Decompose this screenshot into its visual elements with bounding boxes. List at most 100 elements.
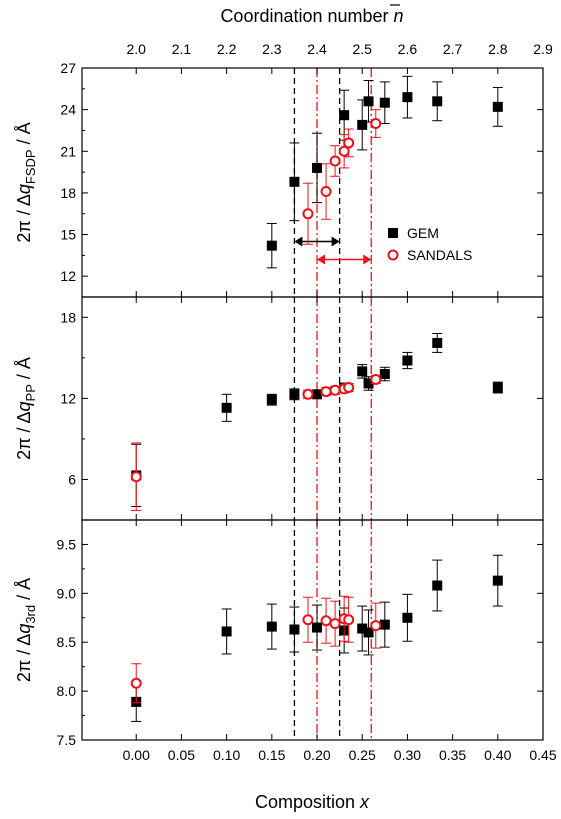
point-fsdp-sandals-0: [302, 208, 314, 220]
top-tick-label-5: 2.5: [352, 41, 372, 57]
point-3rd-gem-1: [221, 626, 232, 637]
top-tick-label-4: 2.4: [307, 41, 327, 57]
point-3rd-sandals-2: [320, 615, 332, 627]
point-fsdp-gem-6: [379, 97, 390, 108]
x-tick-label-4: 0.20: [303, 747, 330, 763]
y-tick-label-fsdp-0: 12: [60, 268, 76, 284]
y-tick-label-fsdp-4: 24: [60, 102, 76, 118]
point-3rd-sandals-6: [370, 620, 382, 632]
y-tick-label-pp-0: 6: [68, 471, 76, 487]
point-fsdp-gem-3: [339, 110, 350, 121]
point-fsdp-gem-8: [432, 96, 443, 107]
point-pp-sandals-1: [302, 388, 314, 400]
y-axis-title-3rd: 2π / Δq3rd / Å: [14, 578, 38, 682]
point-fsdp-gem-4: [357, 119, 368, 130]
point-pp-gem-11: [492, 382, 503, 393]
top-tick-label-8: 2.8: [488, 41, 508, 57]
point-3rd-gem-11: [492, 575, 503, 586]
point-pp-sandals-5: [343, 382, 355, 394]
arrow-head-right-0: [331, 236, 340, 247]
arrow-head-left-1: [317, 254, 326, 265]
top-tick-label-1: 2.1: [172, 41, 192, 57]
point-3rd-gem-9: [402, 612, 413, 623]
x-tick-label-6: 0.30: [394, 747, 421, 763]
bottom-axis-title: Composition x: [255, 792, 370, 812]
point-pp-gem-10: [432, 337, 443, 348]
point-pp-gem-3: [289, 389, 300, 400]
y-axis-title-pp: 2π / ΔqPP / Å: [14, 357, 38, 460]
y-tick-label-fsdp-1: 15: [60, 227, 76, 243]
top-tick-label-2: 2.2: [217, 41, 237, 57]
point-pp-gem-9: [402, 355, 413, 366]
point-pp-gem-4: [312, 389, 323, 400]
top-tick-label-0: 2.0: [127, 41, 147, 57]
y-tick-label-fsdp-5: 27: [60, 60, 76, 76]
x-tick-label-9: 0.45: [529, 747, 556, 763]
point-fsdp-sandals-4: [343, 137, 355, 149]
point-pp-gem-8: [379, 369, 390, 380]
point-3rd-gem-2: [266, 621, 277, 632]
point-fsdp-gem-9: [492, 101, 503, 112]
x-tick-label-1: 0.05: [168, 747, 195, 763]
y-tick-label-3rd-1: 8.0: [57, 683, 77, 699]
arrow-head-left-0: [294, 236, 303, 247]
y-tick-label-pp-2: 18: [60, 309, 76, 325]
x-tick-label-7: 0.35: [439, 747, 466, 763]
x-tick-label-3: 0.15: [258, 747, 285, 763]
point-pp-sandals-0: [130, 471, 142, 483]
x-tick-label-5: 0.25: [349, 747, 376, 763]
point-fsdp-sandals-5: [370, 118, 382, 130]
point-3rd-sandals-3: [329, 618, 341, 630]
point-fsdp-gem-7: [402, 92, 413, 103]
point-3rd-gem-8: [379, 619, 390, 630]
point-fsdp-gem-1: [289, 176, 300, 187]
point-3rd-gem-10: [432, 580, 443, 591]
legend-marker-sandals: [387, 249, 399, 261]
y-tick-label-3rd-0: 7.5: [57, 732, 77, 748]
point-fsdp-gem-2: [312, 162, 323, 173]
y-tick-label-3rd-3: 9.0: [57, 585, 77, 601]
point-3rd-gem-7: [363, 627, 374, 638]
top-tick-label-3: 2.3: [262, 41, 282, 57]
point-pp-sandals-2: [320, 386, 332, 398]
point-pp-gem-6: [357, 366, 368, 377]
point-fsdp-sandals-3: [338, 145, 350, 157]
point-fsdp-sandals-2: [329, 155, 341, 167]
point-3rd-sandals-0: [130, 677, 142, 689]
point-fsdp-gem-5: [363, 96, 374, 107]
point-fsdp-sandals-1: [320, 186, 332, 198]
y-tick-label-3rd-4: 9.5: [57, 536, 77, 552]
point-pp-gem-1: [221, 402, 232, 413]
legend-marker-gem: [388, 228, 398, 238]
arrow-head-right-1: [363, 254, 372, 265]
point-3rd-sandals-1: [302, 614, 314, 626]
point-pp-sandals-6: [370, 373, 382, 385]
panel-frame-pp: [81, 296, 544, 521]
top-tick-label-9: 2.9: [533, 41, 553, 57]
point-3rd-gem-6: [357, 623, 368, 634]
top-axis-title: Coordination number n: [220, 6, 403, 26]
panel-frame-3rd: [81, 519, 544, 741]
point-pp-gem-2: [266, 394, 277, 405]
panel-frame-fsdp: [81, 67, 544, 298]
y-axis-title-fsdp: 2π / ΔqFSDP / Å: [14, 122, 38, 242]
point-3rd-sandals-5: [343, 614, 355, 626]
y-tick-label-fsdp-2: 18: [60, 185, 76, 201]
point-fsdp-gem-0: [266, 240, 277, 251]
x-tick-label-0: 0.00: [123, 747, 150, 763]
y-tick-label-3rd-2: 8.5: [57, 634, 77, 650]
legend-label-sandals: SANDALS: [407, 247, 472, 263]
point-pp-gem-7: [363, 378, 374, 389]
x-tick-label-2: 0.10: [213, 747, 240, 763]
legend-label-gem: GEM: [407, 225, 439, 241]
point-3rd-gem-3: [289, 624, 300, 635]
top-tick-label-7: 2.7: [443, 41, 463, 57]
x-tick-label-8: 0.40: [484, 747, 511, 763]
y-tick-label-pp-1: 12: [60, 390, 76, 406]
top-tick-label-6: 2.6: [398, 41, 418, 57]
point-3rd-gem-4: [312, 622, 323, 633]
y-tick-label-fsdp-3: 21: [60, 143, 76, 159]
point-pp-sandals-3: [329, 384, 341, 396]
